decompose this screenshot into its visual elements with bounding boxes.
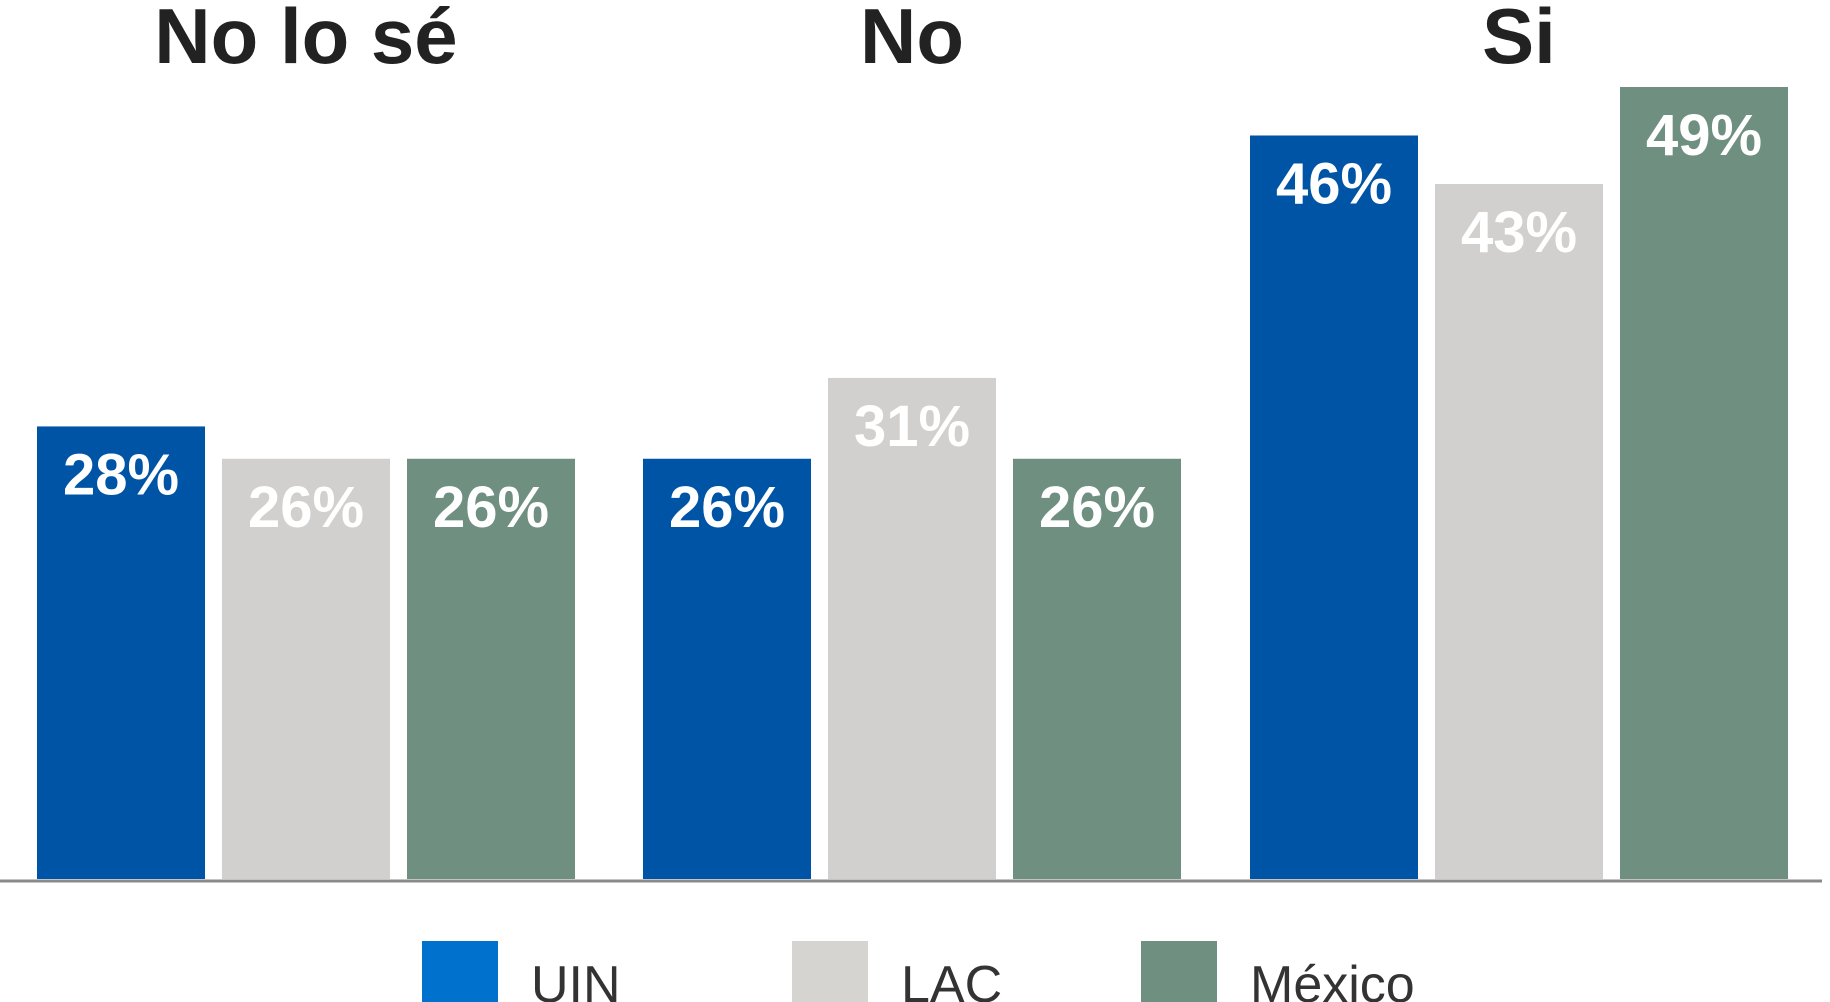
bar-no-lo-se-lac (222, 458, 390, 879)
data-label-no-lo-se-mexico: 26% (433, 475, 549, 540)
legend-item-mexico: México (1141, 941, 1415, 1002)
legend-swatch-uin (422, 941, 498, 1002)
bars (37, 87, 1788, 879)
category-title-no: No (860, 0, 964, 80)
category-titles: No lo sé No Si (154, 0, 1556, 80)
bar-no-lo-se-uin (37, 426, 205, 879)
data-label-no-lo-se-lac: 26% (248, 475, 364, 540)
legend: UIN LAC México (422, 941, 1415, 1002)
legend-label-lac: LAC (901, 956, 1002, 1002)
data-label-no-uin: 26% (669, 475, 785, 540)
bar-no-lac (828, 377, 996, 879)
bar-no-mexico (1013, 458, 1181, 879)
legend-swatch-mexico (1141, 941, 1217, 1002)
data-label-no-lac: 31% (854, 394, 970, 459)
data-labels: 28% 26% 26% 26% 31% 26% 46% 43% 49% (63, 103, 1762, 540)
legend-item-lac: LAC (792, 941, 1002, 1002)
bar-si-lac (1435, 183, 1603, 879)
legend-label-mexico: México (1250, 956, 1415, 1002)
legend-swatch-lac (792, 941, 868, 1002)
category-title-no-lo-se: No lo sé (154, 0, 457, 80)
data-label-no-lo-se-uin: 28% (63, 442, 179, 507)
data-label-si-mexico: 49% (1646, 103, 1762, 168)
bar-si-uin (1250, 135, 1418, 879)
bar-si-mexico (1620, 87, 1788, 879)
legend-label-uin: UIN (531, 956, 621, 1002)
data-label-si-uin: 46% (1276, 151, 1392, 216)
legend-item-uin: UIN (422, 941, 621, 1002)
bar-no-uin (643, 458, 811, 879)
data-label-si-lac: 43% (1461, 200, 1577, 265)
bar-no-lo-se-mexico (407, 458, 575, 879)
category-title-si: Si (1482, 0, 1556, 80)
data-label-no-mexico: 26% (1039, 475, 1155, 540)
